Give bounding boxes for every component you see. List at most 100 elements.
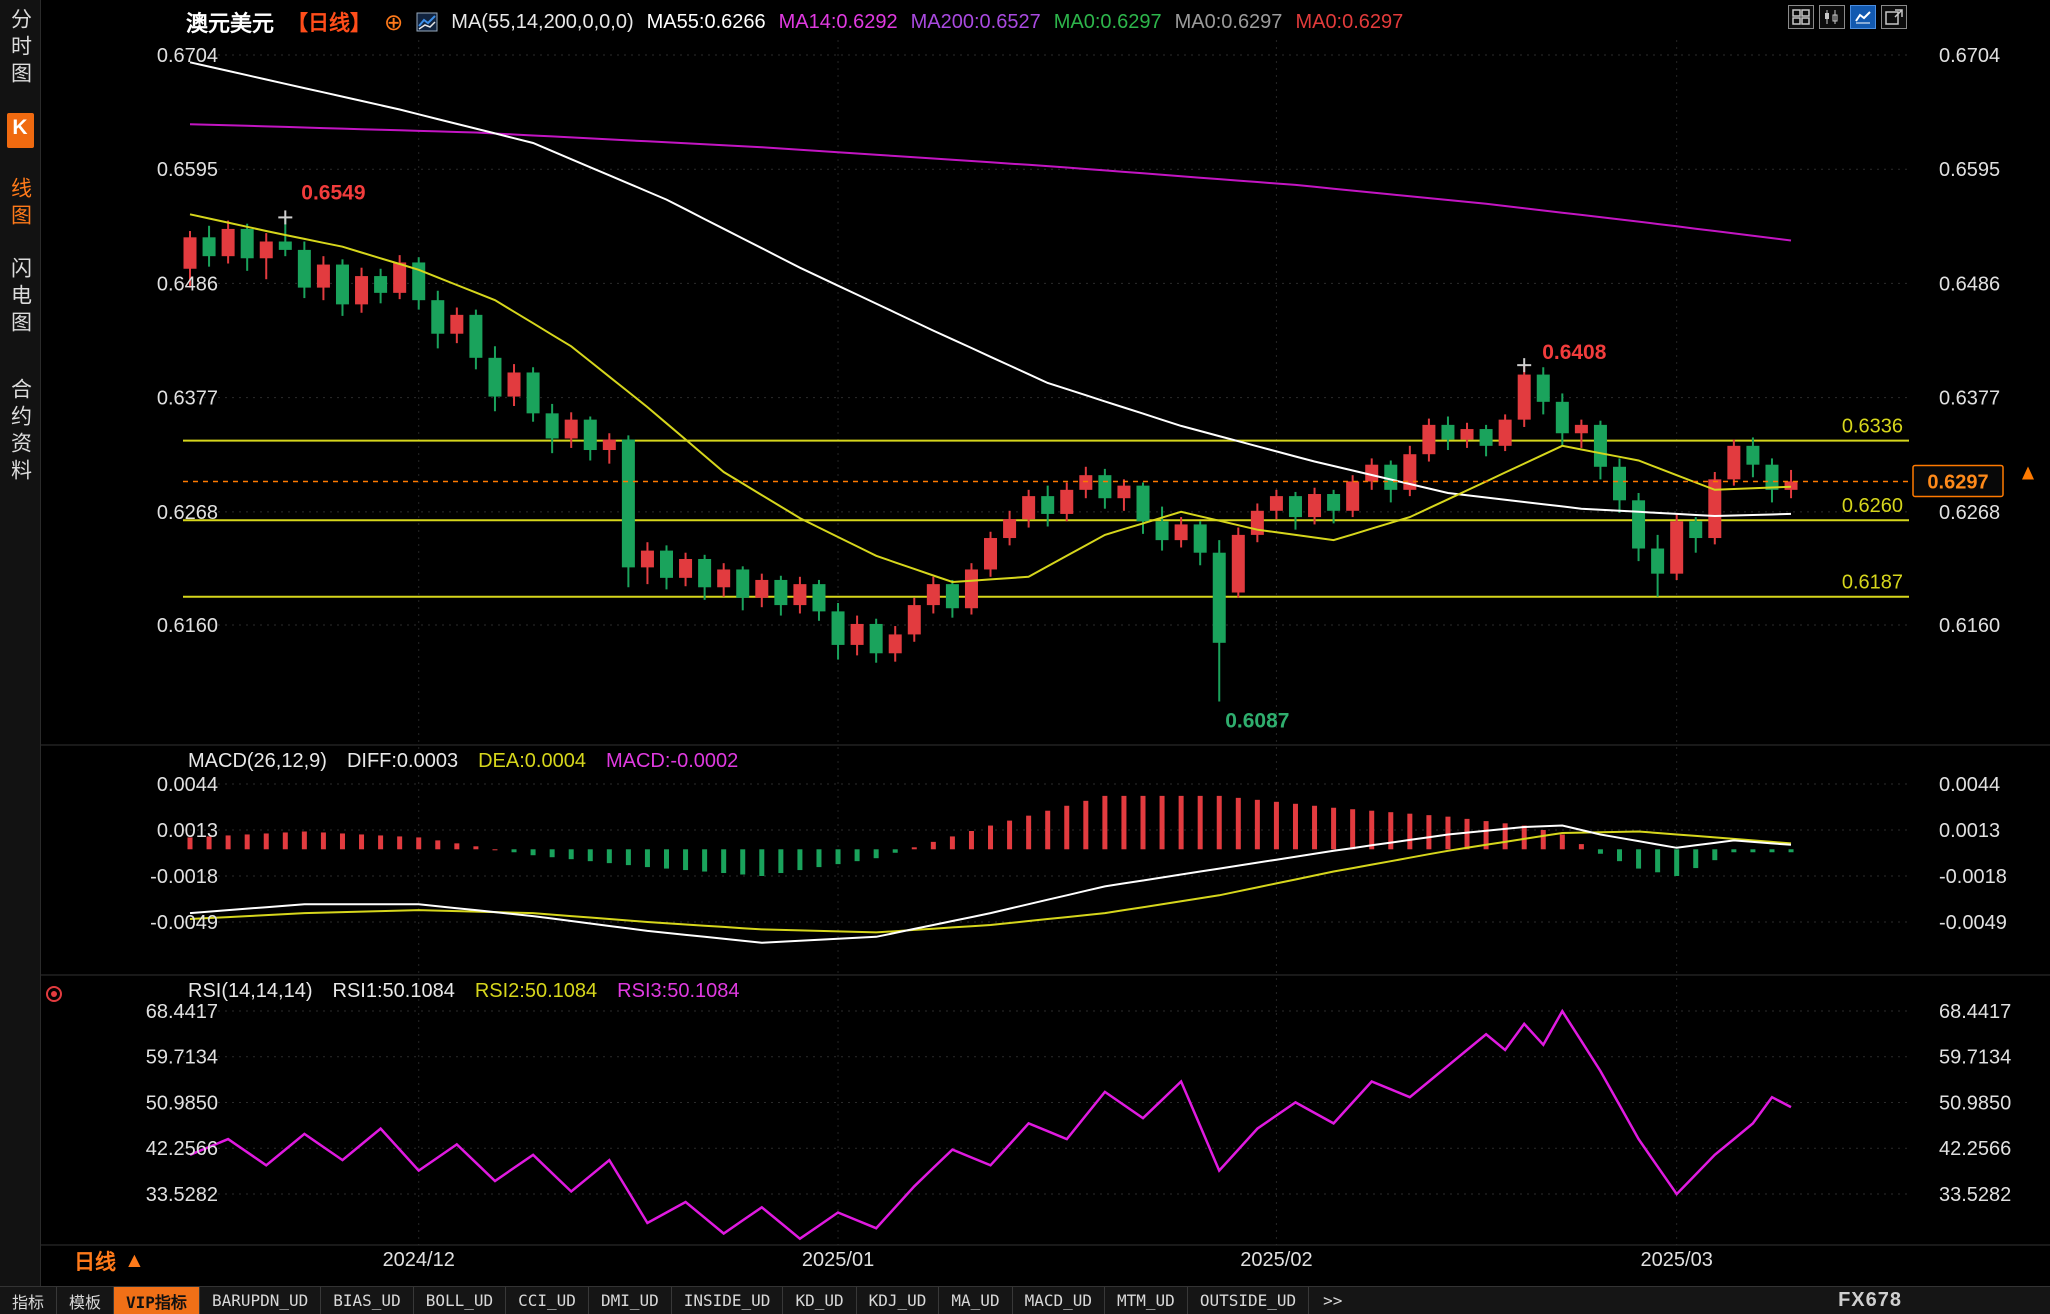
svg-text:0.6268: 0.6268 (157, 502, 218, 524)
svg-text:0.6595: 0.6595 (1939, 159, 2000, 181)
grid-lines (40, 40, 2050, 1246)
tab-kd-ud[interactable]: KD_UD (783, 1287, 857, 1314)
price-annotations: 0.6549 0.6408 0.6087 (278, 181, 1607, 732)
svg-text:0.6260: 0.6260 (1842, 495, 1903, 517)
tab-ma-ud[interactable]: MA_UD (939, 1287, 1013, 1314)
kline-view-icon[interactable] (1819, 5, 1845, 29)
ma55-line (189, 61, 1792, 518)
view-toolbar (1788, 5, 1907, 29)
macd-value: MACD:-0.0002 (605, 750, 739, 772)
svg-text:0.6704: 0.6704 (157, 45, 218, 67)
macd-title: MACD(26,12,9) (188, 750, 327, 772)
current-price-line: 0.6297 (183, 464, 2034, 498)
sidebar-item-lightning-chart[interactable]: 闪电图 (8, 257, 32, 338)
add-indicator-icon[interactable]: ⊕ (384, 8, 404, 35)
tab-bias-ud[interactable]: BIAS_UD (321, 1287, 414, 1314)
svg-text:0.6408: 0.6408 (1542, 341, 1607, 364)
sidebar-item-contract-info[interactable]: 合约资料 (8, 378, 32, 486)
rsi-line (189, 1008, 1792, 1241)
svg-text:0.6087: 0.6087 (1225, 709, 1289, 732)
tab-boll-ud[interactable]: BOLL_UD (414, 1287, 507, 1314)
svg-text:2025/01: 2025/01 (802, 1249, 874, 1271)
rsi-title: RSI(14,14,14) (188, 980, 313, 1002)
svg-text:0.6549: 0.6549 (301, 181, 365, 204)
ma14-line (189, 213, 1792, 584)
support-resistance-levels: 0.6336 0.6260 0.6187 (183, 416, 1909, 598)
tab-macd-ud[interactable]: MACD_UD (1013, 1287, 1106, 1314)
tab-templates[interactable]: 模板 (57, 1287, 115, 1314)
svg-text:2025/02: 2025/02 (1240, 1249, 1312, 1271)
ma200-value: MA200:0.6527 (910, 10, 1041, 33)
rsi-header: RSI(14,14,14) RSI1:50.1084 RSI2:50.1084 … (188, 980, 740, 1003)
symbol-name: 澳元美元 (186, 11, 275, 36)
line-view-icon[interactable] (1850, 5, 1876, 29)
tab-inside-ud[interactable]: INSIDE_UD (672, 1287, 784, 1314)
tab-kdj-ud[interactable]: KDJ_UD (857, 1287, 940, 1314)
svg-text:-0.0049: -0.0049 (150, 912, 218, 934)
candle-wicks (189, 217, 1793, 702)
candle-bodies (183, 228, 1798, 654)
ma0-value-red: MA0:0.6297 (1295, 10, 1404, 33)
svg-text:33.5282: 33.5282 (146, 1184, 218, 1206)
ma55-value: MA55:0.6266 (646, 10, 766, 33)
sidebar-item-timeshare-chart[interactable]: 分时图 (8, 8, 32, 89)
svg-text:59.7134: 59.7134 (146, 1047, 218, 1069)
svg-text:0.6486: 0.6486 (157, 273, 218, 295)
svg-text:0.6336: 0.6336 (1842, 416, 1903, 438)
tab-indicators[interactable]: 指标 (0, 1287, 58, 1314)
svg-text:2024/12: 2024/12 (383, 1249, 455, 1271)
tab-vip-indicators[interactable]: VIP指标 (114, 1287, 200, 1314)
macd-header: MACD(26,12,9) DIFF:0.0003 DEA:0.0004 MAC… (188, 750, 738, 773)
tab-barupdn-ud[interactable]: BARUPDN_UD (200, 1287, 322, 1314)
macd-diff-line (189, 824, 1792, 944)
tabs-overflow-button[interactable]: >> (1323, 1291, 1343, 1310)
kline-label-rest: 线图 (8, 177, 32, 231)
svg-text:0.6377: 0.6377 (1939, 388, 2000, 410)
svg-text:0.0044: 0.0044 (1939, 774, 2000, 796)
svg-text:0.6160: 0.6160 (157, 615, 218, 637)
indicator-tab-bar: 指标 模板 VIP指标 BARUPDN_UD BIAS_UD BOLL_UD C… (0, 1286, 2050, 1314)
left-sidebar: 分时图 K 线图 闪电图 合约资料 (0, 0, 41, 1286)
axis-labels: 0.6704 0.6704 0.6595 0.6595 0.6486 0.6486 0.63… (146, 45, 2012, 1271)
tab-dmi-ud[interactable]: DMI_UD (589, 1287, 672, 1314)
tab-outside-ud[interactable]: OUTSIDE_UD (1188, 1287, 1310, 1314)
rsi2-value: RSI2:50.1084 (474, 980, 598, 1002)
chart-type-icon[interactable] (416, 12, 438, 32)
svg-text:42.2566: 42.2566 (146, 1138, 218, 1160)
svg-text:0.6268: 0.6268 (1939, 502, 2000, 524)
new-window-icon[interactable] (1881, 5, 1907, 29)
svg-text:0.6595: 0.6595 (157, 159, 218, 181)
svg-text:0.0013: 0.0013 (1939, 820, 2000, 842)
period-selector[interactable]: 日线 ▲ (74, 1246, 145, 1276)
tab-mtm-ud[interactable]: MTM_UD (1105, 1287, 1188, 1314)
svg-text:2025/03: 2025/03 (1641, 1249, 1713, 1271)
svg-text:33.5282: 33.5282 (1939, 1184, 2011, 1206)
svg-text:0.6377: 0.6377 (157, 388, 218, 410)
svg-text:59.7134: 59.7134 (1939, 1047, 2011, 1069)
svg-text:0.0044: 0.0044 (157, 774, 218, 796)
ma0-value-green: MA0:0.6297 (1053, 10, 1162, 33)
ma200-line (189, 123, 1792, 242)
period-arrow-icon: ▲ (124, 1249, 145, 1272)
period-label: 日线 (74, 1251, 116, 1274)
macd-dea-line (189, 830, 1792, 934)
svg-text:0.6160: 0.6160 (1939, 615, 2000, 637)
ma14-value: MA14:0.6292 (778, 10, 898, 33)
kline-k-badge: K (6, 113, 34, 148)
fx678-watermark: FX678 (1838, 1289, 1902, 1311)
ma-settings-label: MA(55,14,200,0,0,0) (451, 10, 634, 33)
rsi3-value: RSI3:50.1084 (617, 980, 740, 1002)
ma0-value-gray: MA0:0.6297 (1174, 10, 1283, 33)
sidebar-item-kline-chart[interactable]: K 线图 (6, 113, 34, 231)
svg-text:68.4417: 68.4417 (1939, 1001, 2011, 1023)
svg-text:68.4417: 68.4417 (146, 1001, 218, 1023)
tab-cci-ud[interactable]: CCI_UD (506, 1287, 589, 1314)
svg-text:0.0013: 0.0013 (157, 820, 218, 842)
macd-histogram (187, 795, 1794, 876)
svg-text:42.2566: 42.2566 (1939, 1138, 2011, 1160)
indicator-marker-icon[interactable] (46, 986, 62, 1002)
grid-layout-icon[interactable] (1788, 5, 1814, 29)
svg-text:-0.0018: -0.0018 (1939, 866, 2007, 888)
